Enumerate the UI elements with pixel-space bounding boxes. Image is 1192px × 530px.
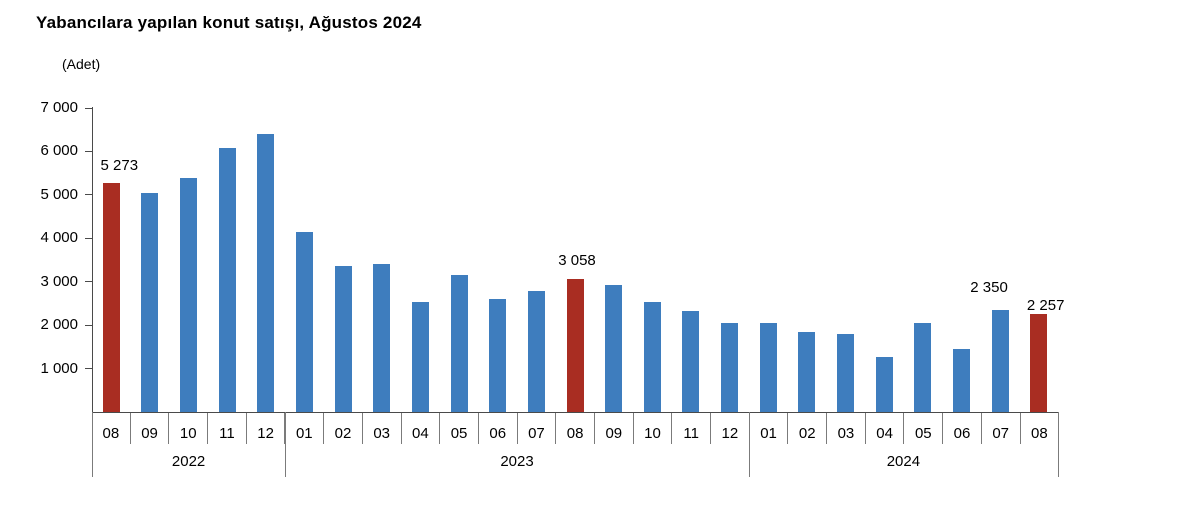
data-label-2023-08: 3 058 [558, 252, 596, 270]
month-label-2022-08: 08 [92, 413, 131, 444]
bar-2023-02 [334, 266, 352, 412]
month-label-2023-05: 05 [440, 413, 479, 444]
y-tick [85, 281, 92, 283]
month-label-2023-09: 09 [595, 413, 634, 444]
y-tick-label: 6 000 [40, 142, 78, 160]
month-label-2023-01: 01 [285, 413, 325, 444]
y-axis-line [92, 107, 93, 413]
bar-2023-06 [489, 299, 507, 412]
unit-label: (Adet) [62, 56, 101, 72]
month-label-2024-07: 07 [982, 413, 1021, 444]
year-separator [748, 412, 750, 477]
month-label-2022-10: 10 [169, 413, 209, 444]
bar-2023-08 [566, 279, 584, 412]
bar-2023-12 [721, 323, 739, 412]
bar-2022-11 [218, 148, 236, 412]
month-label-2023-04: 04 [402, 413, 441, 444]
y-tick [85, 368, 92, 370]
year-label-2023: 2023 [500, 452, 534, 470]
y-tick [85, 194, 92, 196]
bar-2024-06 [952, 349, 970, 412]
bar-2023-07 [527, 291, 545, 412]
y-tick [85, 324, 92, 326]
bar-2023-10 [643, 302, 661, 412]
data-label-2022-08: 5 273 [100, 157, 139, 174]
y-tick-label: 7 000 [40, 99, 78, 116]
month-axis: 08 09 10 11 12 01 02 03 04 05 06 07 08 09 10 11 12 01 02 03… [92, 413, 1058, 444]
y-tick-label: 1 000 [40, 359, 78, 377]
plot-area [92, 108, 1058, 412]
month-label-2024-08: 08 [1031, 424, 1048, 442]
y-tick-label: 5 000 [40, 185, 78, 203]
data-label-2024-08: 2 257 [1026, 296, 1065, 314]
year-label-2024: 2024 [886, 452, 921, 470]
month-label-2023-06: 06 [479, 413, 518, 444]
month-label-2023-08: 08 [556, 413, 595, 444]
bar-2024-03 [836, 334, 854, 412]
y-tick-label: 3 000 [40, 272, 78, 290]
month-label-2024-02: 02 [788, 413, 828, 444]
y-tick-label: 4 000 [40, 229, 78, 247]
y-tick-label: 2 000 [40, 316, 78, 334]
month-label-2024-05: 05 [904, 413, 944, 444]
month-label-2023-02: 02 [324, 413, 363, 444]
bar-2022-08 [102, 183, 120, 412]
bar-2024-02 [798, 332, 816, 412]
month-label-2024-03: 03 [827, 413, 866, 444]
bar-2023-11 [682, 311, 700, 412]
year-separator [285, 412, 287, 477]
bar-2024-04 [875, 357, 893, 412]
month-label-2023-12: 12 [711, 413, 750, 444]
y-tick [85, 150, 92, 152]
month-label-2023-07: 07 [518, 413, 557, 444]
month-label-2024-01: 01 [750, 413, 789, 444]
month-label-2023-10: 10 [634, 413, 673, 444]
bar-2023-03 [373, 264, 391, 412]
bar-2024-01 [759, 323, 777, 412]
x-axis-line [92, 412, 1058, 413]
year-separator [1058, 412, 1059, 477]
y-tick [85, 237, 92, 239]
bar-2024-07 [991, 310, 1009, 412]
month-label-2024-04: 04 [866, 413, 905, 444]
bar-2023-04 [411, 302, 429, 412]
bar-2023-01 [296, 232, 314, 412]
year-label-2022: 2022 [171, 452, 206, 470]
year-axis: 2022 2023 2024 [92, 446, 1058, 476]
month-label-2022-12: 12 [247, 413, 286, 444]
bar-2022-10 [180, 178, 198, 412]
month-label-2023-03: 03 [363, 413, 402, 444]
month-label-2022-09: 09 [131, 413, 170, 444]
month-label-2024-06: 06 [943, 413, 982, 444]
bar-2022-09 [141, 193, 159, 412]
data-label-2024-07: 2 350 [970, 278, 1008, 296]
bar-2023-09 [605, 285, 623, 412]
bar-2022-12 [257, 134, 275, 412]
month-label-2022-11: 11 [208, 413, 247, 444]
year-separator [92, 412, 93, 477]
bar-2023-05 [450, 275, 468, 412]
month-label-2023-11: 11 [672, 413, 711, 444]
bar-2024-05 [914, 323, 932, 412]
chart-title: Yabancılara yapılan konut satışı, Ağusto… [36, 13, 422, 32]
bar-2024-08 [1030, 314, 1048, 412]
y-tick [85, 107, 92, 109]
